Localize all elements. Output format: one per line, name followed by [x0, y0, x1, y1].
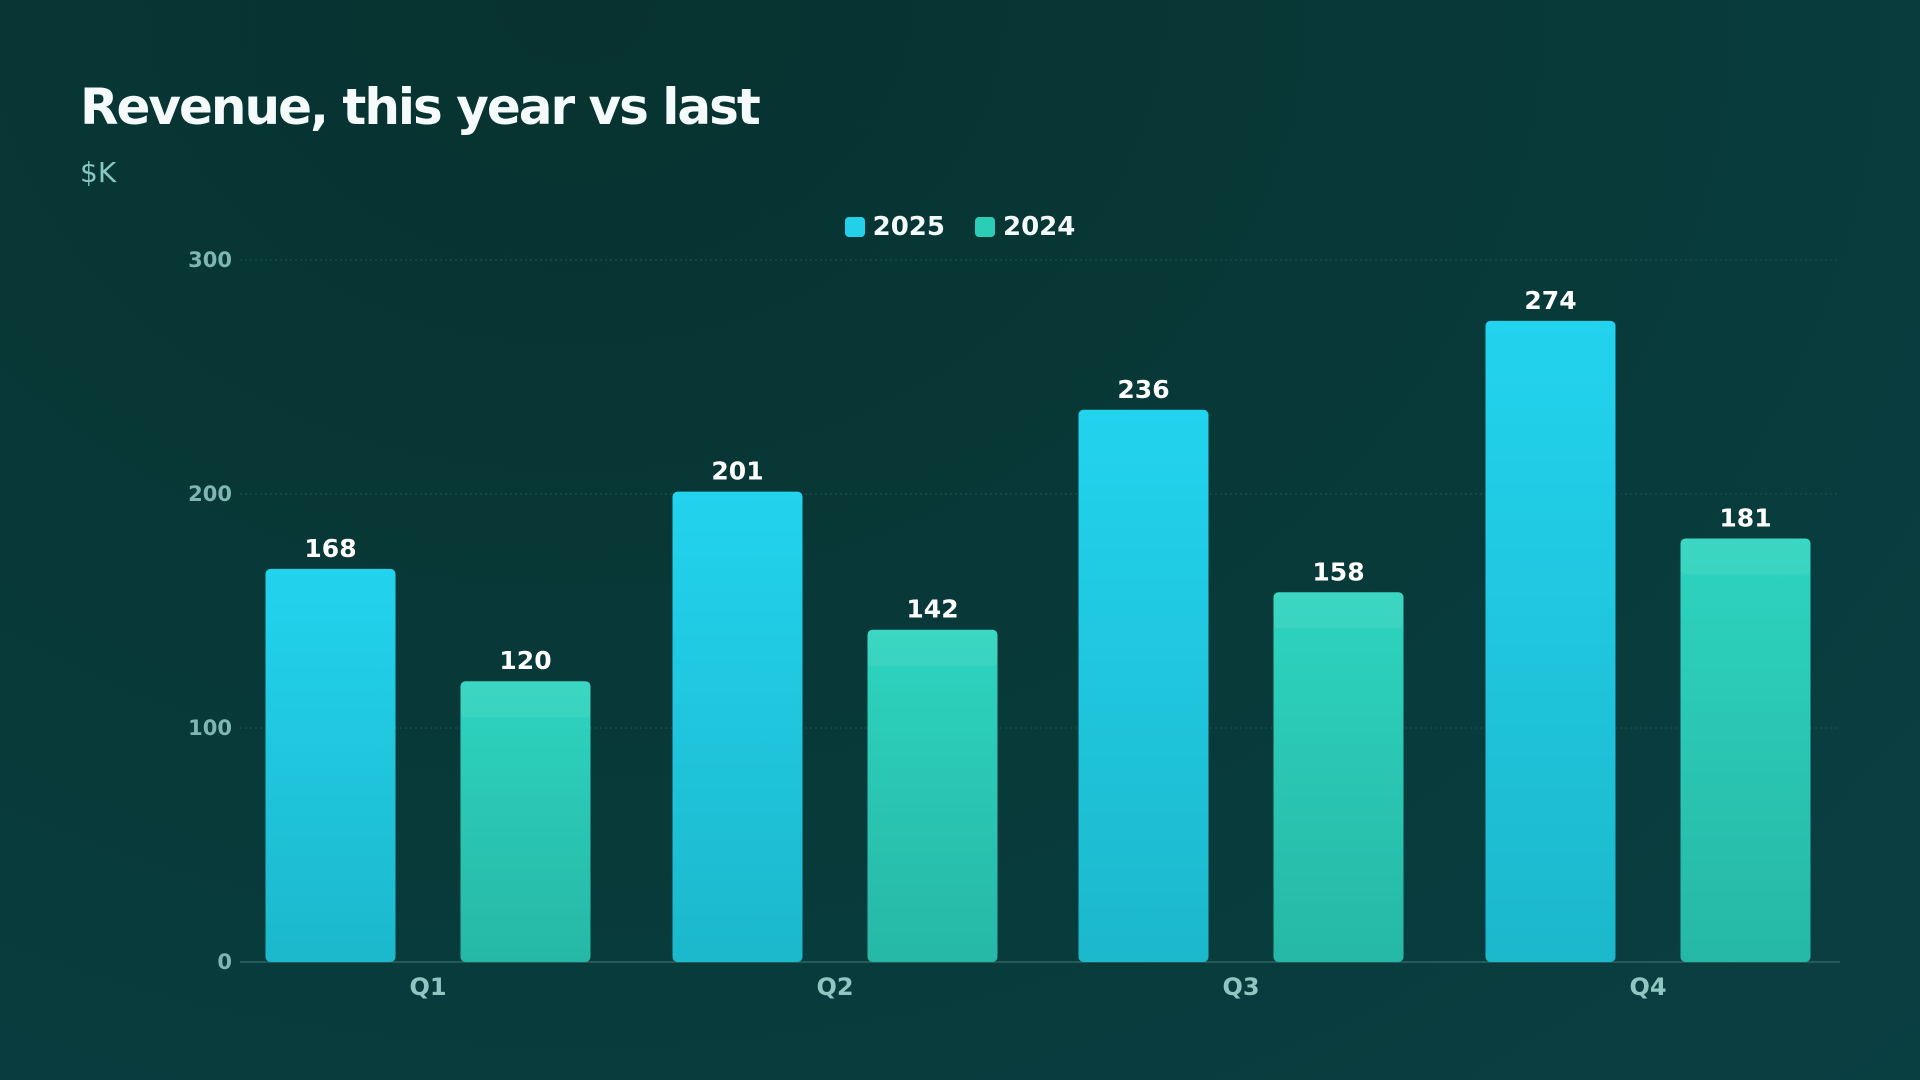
- legend: 2025 2024: [0, 212, 1920, 242]
- y-tick-label: 0: [217, 950, 232, 974]
- legend-swatch-series-0: [844, 217, 865, 237]
- legend-swatch-series-1: [975, 217, 995, 237]
- data-label-2025-Q2: 201: [711, 457, 763, 486]
- bar-2024-Q2: [867, 629, 998, 962]
- bar-2024-Q1: [460, 681, 591, 962]
- x-tick-label-Q4: Q4: [1629, 973, 1666, 1001]
- x-tick-label-Q2: Q2: [816, 973, 853, 1001]
- bar-2025-Q3: [1078, 409, 1209, 962]
- bar-cap-2024-Q2: [867, 629, 998, 666]
- chart-subtitle: $K: [80, 156, 117, 189]
- bars-layer: [265, 320, 1811, 963]
- bar-2024-Q3: [1273, 592, 1404, 962]
- bar-cap-2024-Q3: [1273, 592, 1404, 629]
- bar-cap-2024-Q1: [460, 681, 591, 718]
- bar-2025-Q4: [1485, 320, 1616, 963]
- y-tick-label: 300: [188, 248, 232, 272]
- x-tick-label-Q1: Q1: [409, 973, 446, 1001]
- y-tick-label: 200: [188, 482, 232, 506]
- legend-label-series-1: 2024: [1003, 212, 1076, 242]
- data-label-2024-Q1: 120: [499, 646, 551, 675]
- legend-item-series-1: 2024: [975, 212, 1075, 242]
- data-label-2025-Q3: 236: [1117, 375, 1169, 404]
- data-label-2025-Q1: 168: [304, 534, 356, 563]
- legend-label-series-0: 2025: [872, 212, 945, 242]
- bar-2024-Q4: [1680, 538, 1811, 962]
- data-label-2024-Q4: 181: [1719, 503, 1771, 532]
- bar-cap-2024-Q4: [1680, 538, 1811, 575]
- y-tick-label: 100: [188, 716, 232, 740]
- data-label-2025-Q4: 274: [1524, 286, 1576, 315]
- labels-layer: 0 100 200 300 168 120 Q1 201 142 Q2 236 158 Q3 274 181…: [188, 248, 1771, 1001]
- chart-title: Revenue, this year vs last: [80, 78, 761, 136]
- bar-2025-Q1: [265, 568, 396, 962]
- x-tick-label-Q3: Q3: [1222, 973, 1259, 1001]
- legend-item-series-0: 2025: [844, 212, 945, 242]
- data-label-2024-Q2: 142: [906, 595, 958, 624]
- data-label-2024-Q3: 158: [1312, 557, 1364, 586]
- bar-2025-Q2: [672, 491, 803, 962]
